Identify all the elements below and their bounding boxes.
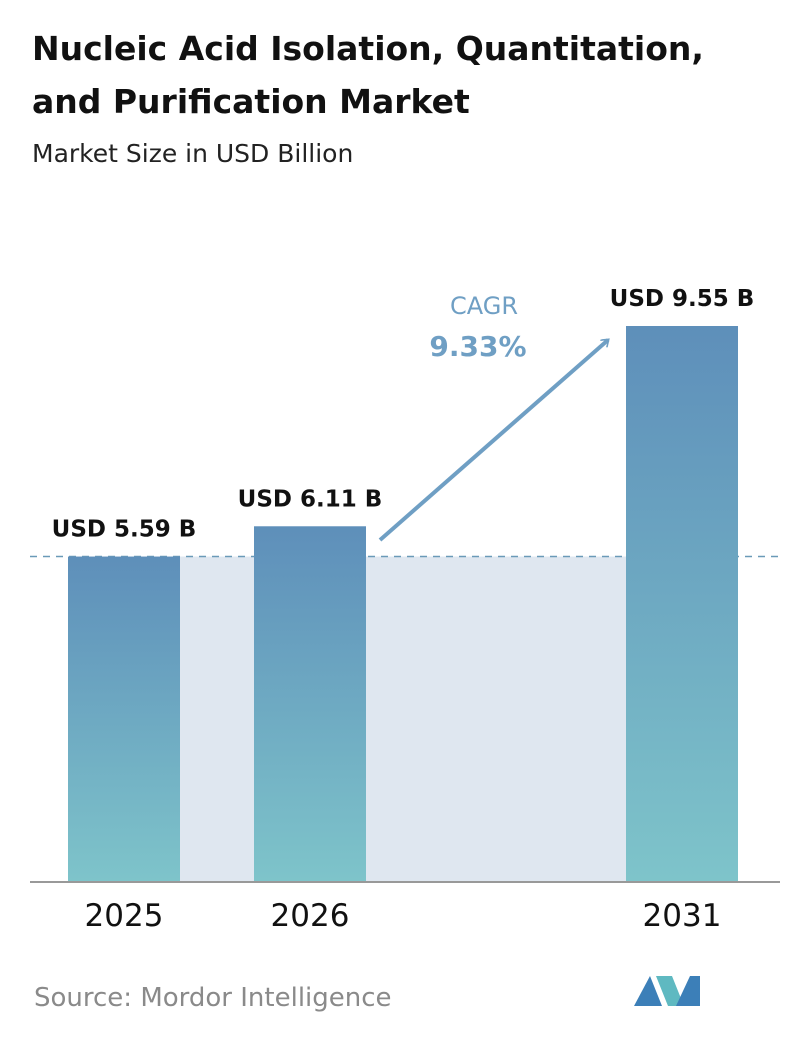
reference-band (180, 556, 626, 882)
value-label: USD 6.11 B (238, 486, 383, 512)
bar (626, 326, 738, 882)
bar (68, 556, 180, 882)
annotation-label: CAGR (450, 292, 518, 320)
logo (634, 976, 700, 1006)
x-tick-label: 2031 (643, 898, 722, 934)
chart-title: and Purification Market (32, 82, 470, 121)
chart-title: Nucleic Acid Isolation, Quantitation, (32, 29, 704, 68)
bar (254, 526, 366, 882)
chart-subtitle: Market Size in USD Billion (32, 139, 353, 168)
source: Source: Mordor Intelligence (34, 983, 392, 1013)
value-label: USD 5.59 B (52, 517, 197, 543)
cagr-arrow (378, 340, 608, 542)
value-label: USD 9.55 B (610, 286, 755, 312)
x-tick-label: 2025 (85, 898, 164, 934)
plot-area: USD 5.59 B USD 6.11 B USD 9.55 B (30, 286, 780, 882)
x-tick-label: 2026 (271, 898, 350, 934)
annotation-value: 9.33% (429, 330, 526, 363)
